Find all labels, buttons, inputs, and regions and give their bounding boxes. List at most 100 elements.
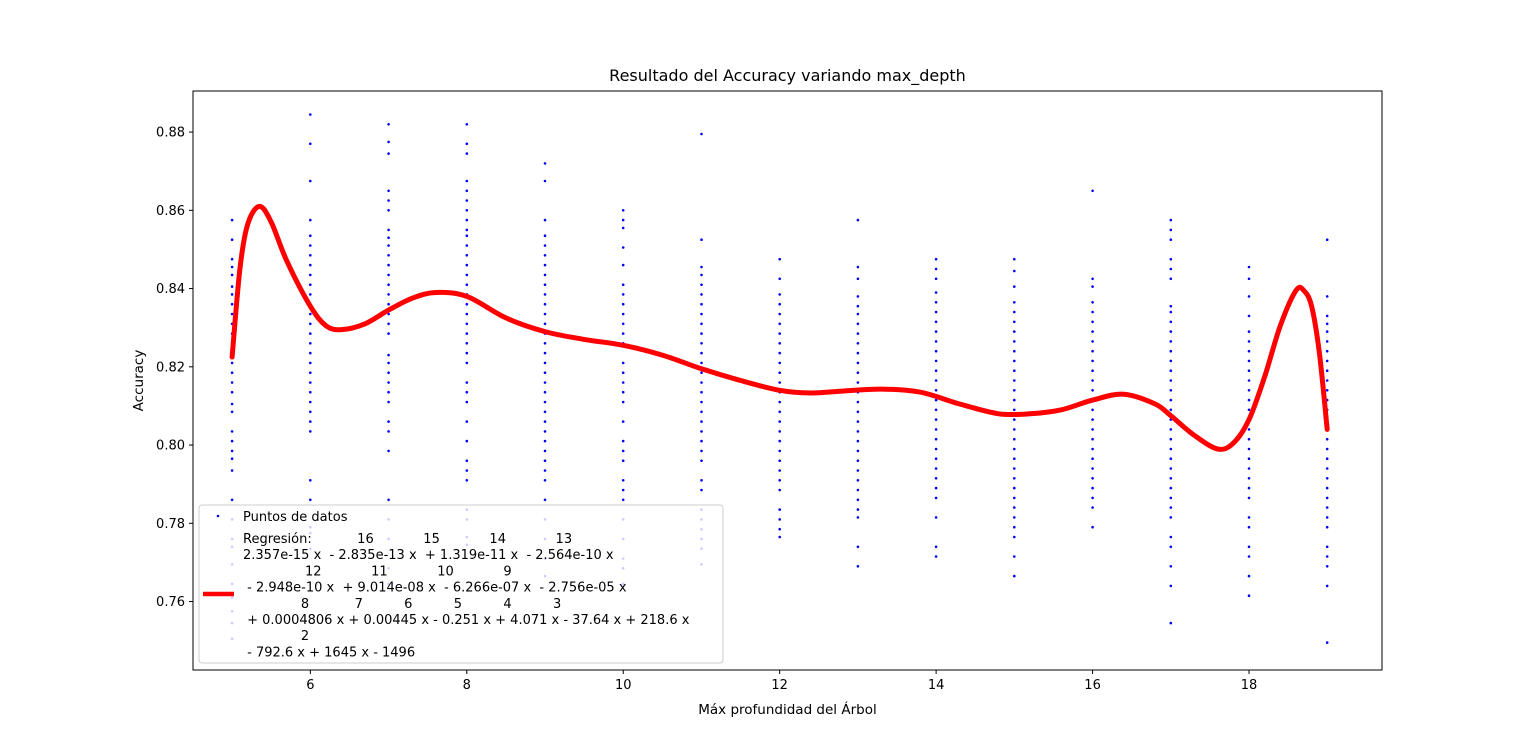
data-point xyxy=(1091,301,1094,304)
x-tick-label: 8 xyxy=(463,678,471,693)
data-point xyxy=(1169,238,1173,241)
data-point xyxy=(700,459,703,463)
data-point xyxy=(856,430,860,433)
data-point xyxy=(543,234,547,237)
data-point xyxy=(309,293,312,296)
data-point xyxy=(1169,330,1173,333)
data-point xyxy=(1247,457,1251,461)
data-point xyxy=(934,301,938,304)
data-point xyxy=(387,322,390,326)
data-point xyxy=(1013,359,1016,363)
legend-regression-line: 2 xyxy=(243,629,309,644)
data-point xyxy=(543,381,547,384)
data-point xyxy=(700,420,703,423)
data-point xyxy=(778,342,781,345)
data-point xyxy=(856,312,860,316)
data-point xyxy=(543,263,547,267)
data-point xyxy=(1247,486,1251,490)
data-point xyxy=(230,410,234,414)
data-point xyxy=(778,430,781,433)
data-point xyxy=(1169,349,1173,353)
legend-regression-line: + 0.0004806 x + 0.00445 x - 0.251 x + 4.… xyxy=(243,613,690,628)
data-point xyxy=(465,312,469,316)
data-point xyxy=(1325,349,1329,353)
data-point xyxy=(1325,447,1329,451)
data-point xyxy=(1247,555,1251,558)
data-point xyxy=(856,332,860,335)
data-point xyxy=(1325,238,1329,241)
data-point xyxy=(543,400,547,404)
data-point xyxy=(1169,304,1173,308)
data-point xyxy=(934,330,938,333)
data-point xyxy=(934,349,938,353)
data-point xyxy=(1013,257,1016,261)
data-point xyxy=(387,273,390,277)
data-point xyxy=(1325,437,1329,441)
data-point xyxy=(1013,428,1016,431)
data-point xyxy=(387,283,390,287)
data-point xyxy=(1169,277,1173,281)
data-point xyxy=(934,389,938,392)
data-point xyxy=(387,209,390,212)
data-point xyxy=(1091,320,1094,324)
data-point xyxy=(543,322,547,326)
data-point xyxy=(1169,359,1173,363)
data-point xyxy=(387,371,390,375)
data-point xyxy=(1247,408,1251,412)
data-point xyxy=(465,273,469,277)
x-tick-label: 18 xyxy=(1241,678,1258,693)
data-point xyxy=(700,342,703,345)
data-point xyxy=(778,479,781,482)
data-point xyxy=(465,123,469,126)
data-point xyxy=(856,304,860,308)
data-point xyxy=(543,459,547,463)
data-point xyxy=(621,479,625,482)
data-point xyxy=(387,430,390,433)
data-point xyxy=(1013,330,1016,333)
data-point xyxy=(465,381,469,384)
data-point xyxy=(1169,621,1173,625)
data-point xyxy=(387,228,390,232)
data-point xyxy=(1247,277,1251,281)
data-point xyxy=(230,371,234,375)
data-point xyxy=(1091,389,1094,392)
data-point xyxy=(621,439,625,443)
data-point xyxy=(621,449,625,453)
data-point xyxy=(621,332,625,335)
data-point xyxy=(309,263,312,267)
data-point xyxy=(856,469,860,472)
data-point xyxy=(543,371,547,375)
data-point xyxy=(1091,428,1094,431)
data-point xyxy=(543,273,547,277)
data-point xyxy=(543,254,547,257)
data-point xyxy=(856,479,860,482)
data-point xyxy=(1091,369,1094,373)
data-point xyxy=(621,322,625,326)
data-point xyxy=(1325,525,1329,529)
data-point xyxy=(700,351,703,355)
data-point xyxy=(1091,506,1094,509)
data-point xyxy=(1013,535,1016,539)
data-point xyxy=(309,381,312,384)
data-point xyxy=(1169,565,1173,568)
data-point xyxy=(621,498,625,502)
data-point xyxy=(543,430,547,433)
data-point xyxy=(465,189,469,193)
data-point xyxy=(1247,545,1251,549)
data-point xyxy=(309,244,312,247)
data-point xyxy=(465,361,469,365)
data-point xyxy=(230,285,234,288)
data-point xyxy=(1091,447,1094,451)
data-point xyxy=(309,430,312,433)
data-point xyxy=(309,312,312,316)
data-point xyxy=(1091,437,1094,441)
data-point xyxy=(387,199,390,202)
data-point xyxy=(387,332,390,335)
data-point xyxy=(1013,447,1016,451)
y-tick-label: 0.82 xyxy=(156,360,185,375)
data-point xyxy=(778,312,781,316)
data-point xyxy=(1247,340,1251,343)
data-point xyxy=(856,498,860,502)
data-point xyxy=(621,263,625,267)
